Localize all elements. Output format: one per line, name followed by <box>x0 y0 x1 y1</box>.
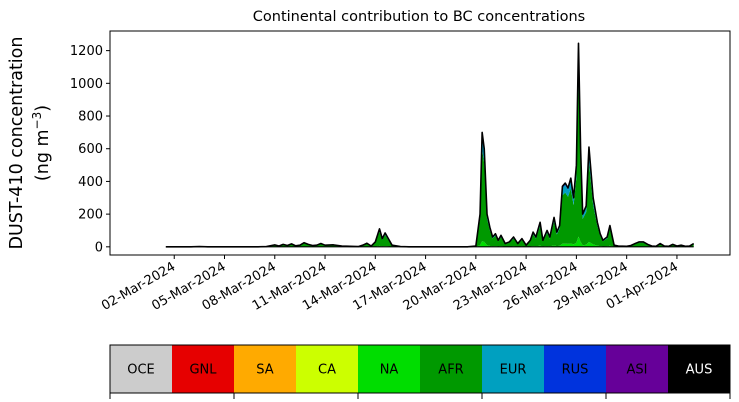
y-axis-label-line2: (ng m−3) <box>30 105 53 181</box>
plot-background <box>110 31 730 255</box>
legend-label-rus: RUS <box>562 363 589 378</box>
y-tick-label-600: 600 <box>78 142 103 157</box>
y-axis-label-unit: (ng m <box>33 129 53 181</box>
plot-area <box>109 30 731 256</box>
y-tick-label-400: 400 <box>78 175 103 190</box>
legend-label-afr: AFR <box>438 363 463 378</box>
legend-label-oce: OCE <box>127 363 155 378</box>
legend-swatch-na <box>358 345 421 393</box>
legend-swatch-ca <box>296 345 359 393</box>
y-tick-label-1200: 1200 <box>70 44 103 59</box>
legend-label-asi: ASI <box>627 363 648 378</box>
legend-swatch-rus <box>544 345 607 393</box>
legend-swatch-aus <box>668 345 731 393</box>
legend-swatch-oce <box>110 345 173 393</box>
chart-title: Continental contribution to BC concentra… <box>253 9 585 25</box>
y-axis-label-line1: DUST-410 concentration <box>7 37 27 250</box>
y-axis-label-close: ) <box>33 105 53 112</box>
legend-frame <box>109 344 731 394</box>
y-tick-label-1000: 1000 <box>70 77 103 92</box>
y-tick-label-800: 800 <box>78 110 103 125</box>
y-axis: 0 200 400 600 800 1000 1200 <box>70 44 110 255</box>
legend-label-ca: CA <box>318 363 336 378</box>
legend-colorbar: OCE GNL SA CA NA AFR EUR RUS ASI AUS <box>109 344 731 399</box>
legend-label-aus: AUS <box>686 363 713 378</box>
legend-swatch-gnl <box>172 345 235 393</box>
legend-label-sa: SA <box>256 363 273 378</box>
legend-swatch-asi <box>606 345 669 393</box>
legend-label-eur: EUR <box>500 363 527 378</box>
legend-swatch-sa <box>234 345 297 393</box>
legend-swatch-eur <box>482 345 545 393</box>
x-axis: 02-Mar-202405-Mar-202408-Mar-202411-Mar-… <box>99 255 681 314</box>
y-axis-label: DUST-410 concentration (ng m−3) <box>7 37 53 250</box>
legend-label-gnl: GNL <box>189 363 217 378</box>
y-tick-label-200: 200 <box>78 208 103 223</box>
y-tick-label-0: 0 <box>95 240 103 255</box>
y-axis-label-superscript: −3 <box>30 112 44 130</box>
plot-frame <box>109 30 731 256</box>
legend-swatch-afr <box>420 345 483 393</box>
legend-label-na: NA <box>380 363 399 378</box>
total-line <box>165 42 695 248</box>
